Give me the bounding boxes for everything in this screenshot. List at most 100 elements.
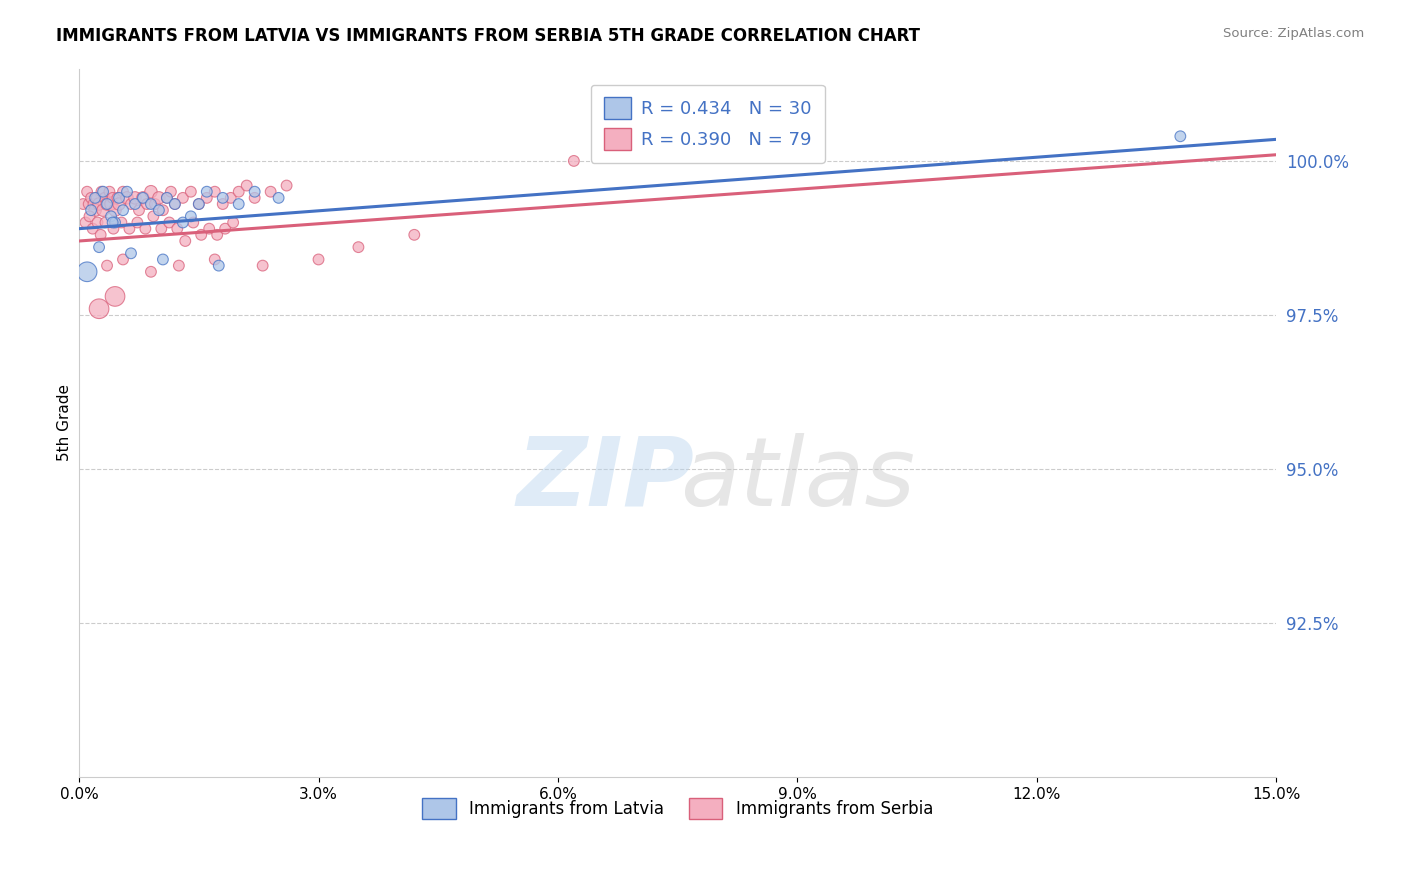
Point [152, 203, 174, 218]
Point [90, 185, 112, 199]
Point [204, 185, 226, 199]
Point [174, 234, 197, 248]
Point [110, 215, 132, 229]
Point [180, 185, 202, 199]
Point [1170, 129, 1192, 144]
Point [100, 197, 122, 211]
Point [157, 215, 180, 229]
Point [132, 191, 155, 205]
Point [98, 185, 121, 199]
Text: Source: ZipAtlas.com: Source: ZipAtlas.com [1223, 27, 1364, 40]
Point [156, 191, 179, 205]
Point [86, 215, 108, 229]
Point [82, 221, 104, 235]
Point [142, 210, 165, 224]
Point [115, 191, 138, 205]
Point [124, 197, 146, 211]
Point [124, 191, 146, 205]
Point [198, 221, 221, 235]
Point [132, 191, 155, 205]
Point [84, 191, 107, 205]
Point [94, 215, 117, 229]
Point [87, 301, 110, 316]
Point [136, 197, 159, 211]
Point [128, 203, 150, 218]
Point [276, 178, 298, 193]
Point [90, 227, 112, 242]
Text: ZIP: ZIP [517, 433, 695, 526]
Point [104, 289, 127, 303]
Point [308, 252, 330, 267]
Point [76, 185, 98, 199]
Point [93, 191, 115, 205]
Point [139, 185, 162, 199]
Point [347, 240, 370, 254]
Point [134, 221, 156, 235]
Point [167, 259, 190, 273]
Text: IMMIGRANTS FROM LATVIA VS IMMIGRANTS FROM SERBIA 5TH GRADE CORRELATION CHART: IMMIGRANTS FROM LATVIA VS IMMIGRANTS FRO… [56, 27, 921, 45]
Point [267, 191, 290, 205]
Point [163, 197, 186, 211]
Point [187, 197, 209, 211]
Point [120, 246, 142, 260]
Point [100, 210, 122, 224]
Point [108, 191, 131, 205]
Point [87, 197, 110, 211]
Point [104, 203, 127, 218]
Point [139, 265, 162, 279]
Point [172, 215, 194, 229]
Point [214, 221, 236, 235]
Point [143, 197, 166, 211]
Point [562, 153, 585, 168]
Point [205, 227, 228, 242]
Point [91, 203, 114, 218]
Point [243, 191, 266, 205]
Point [228, 197, 250, 211]
Text: atlas: atlas [681, 433, 915, 526]
Point [75, 215, 97, 229]
Point [152, 252, 174, 267]
Point [80, 191, 103, 205]
Point [101, 191, 124, 205]
Point [101, 215, 124, 229]
Point [172, 191, 194, 205]
Point [127, 215, 149, 229]
Point [77, 197, 100, 211]
Point [195, 191, 218, 205]
Point [120, 197, 142, 211]
Point [96, 197, 118, 211]
Point [103, 221, 125, 235]
Point [139, 197, 162, 211]
Point [235, 178, 257, 193]
Point [252, 259, 274, 273]
Point [96, 259, 118, 273]
Point [222, 215, 245, 229]
Point [115, 185, 138, 199]
Point [208, 259, 231, 273]
Point [82, 197, 104, 211]
Point [111, 252, 134, 267]
Point [148, 191, 170, 205]
Y-axis label: 5th Grade: 5th Grade [58, 384, 72, 461]
Point [156, 191, 179, 205]
Point [96, 197, 118, 211]
Point [219, 191, 242, 205]
Point [187, 197, 209, 211]
Point [404, 227, 426, 242]
Point [104, 215, 127, 229]
Point [610, 142, 633, 156]
Point [163, 197, 186, 211]
Point [181, 215, 204, 229]
Point [80, 203, 103, 218]
Point [107, 191, 129, 205]
Point [228, 185, 250, 199]
Point [111, 185, 134, 199]
Point [86, 191, 108, 205]
Point [72, 197, 94, 211]
Point [211, 197, 233, 211]
Point [148, 203, 170, 218]
Point [87, 240, 110, 254]
Point [108, 197, 131, 211]
Legend: Immigrants from Latvia, Immigrants from Serbia: Immigrants from Latvia, Immigrants from … [416, 791, 939, 825]
Point [195, 185, 218, 199]
